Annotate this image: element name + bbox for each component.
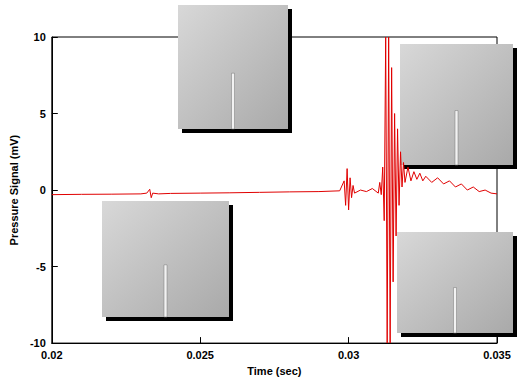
svg-text:5: 5	[40, 108, 46, 120]
svg-text:0.025: 0.025	[186, 349, 214, 361]
svg-text:Time (sec): Time (sec)	[247, 365, 302, 377]
svg-text:10: 10	[34, 31, 46, 43]
svg-text:-5: -5	[36, 261, 46, 273]
svg-text:Pressure Signal (mV): Pressure Signal (mV)	[8, 134, 20, 245]
svg-text:0: 0	[40, 184, 46, 196]
svg-text:0.03: 0.03	[338, 349, 359, 361]
svg-text:-10: -10	[30, 337, 46, 349]
svg-text:0.035: 0.035	[483, 349, 511, 361]
svg-text:0.02: 0.02	[41, 349, 62, 361]
